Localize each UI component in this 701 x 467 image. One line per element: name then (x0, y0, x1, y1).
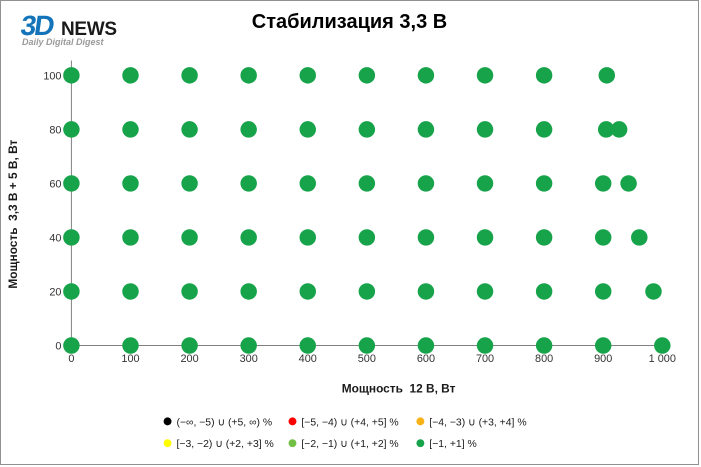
svg-text:[−5, −4) ∪ (+4, +5] %: [−5, −4) ∪ (+4, +5] % (301, 417, 398, 428)
svg-text:600: 600 (417, 353, 435, 365)
svg-text:300: 300 (240, 353, 258, 365)
svg-text:[−4, −3) ∪ (+3, +4] %: [−4, −3) ∪ (+3, +4] % (429, 417, 526, 428)
svg-text:700: 700 (476, 353, 494, 365)
svg-text:0: 0 (68, 353, 74, 365)
svg-text:40: 40 (49, 232, 61, 244)
svg-text:0: 0 (55, 340, 61, 352)
svg-text:[−2, −1) ∪ (+1, +2] %: [−2, −1) ∪ (+1, +2] % (301, 439, 398, 450)
svg-text:60: 60 (49, 178, 61, 190)
svg-text:200: 200 (180, 353, 198, 365)
svg-text:800: 800 (535, 353, 553, 365)
svg-text:(−∞, −5) ∪ (+5, ∞) %: (−∞, −5) ∪ (+5, ∞) % (176, 417, 272, 428)
svg-text:Мощность 3,3 В + 5 В, Вт: Мощность 3,3 В + 5 В, Вт (6, 139, 20, 288)
svg-text:400: 400 (299, 353, 317, 365)
svg-text:500: 500 (358, 353, 376, 365)
svg-text:1 000: 1 000 (649, 353, 676, 365)
svg-text:20: 20 (49, 286, 61, 298)
svg-text:900: 900 (594, 353, 612, 365)
svg-text:Мощность 12 В, Вт: Мощность 12 В, Вт (342, 382, 456, 396)
svg-text:80: 80 (49, 124, 61, 136)
svg-text:[−3, −2) ∪ (+2, +3] %: [−3, −2) ∪ (+2, +3] % (176, 439, 273, 450)
svg-text:[−1, +1] %: [−1, +1] % (429, 439, 476, 450)
svg-text:100: 100 (43, 70, 61, 82)
svg-text:100: 100 (121, 353, 139, 365)
